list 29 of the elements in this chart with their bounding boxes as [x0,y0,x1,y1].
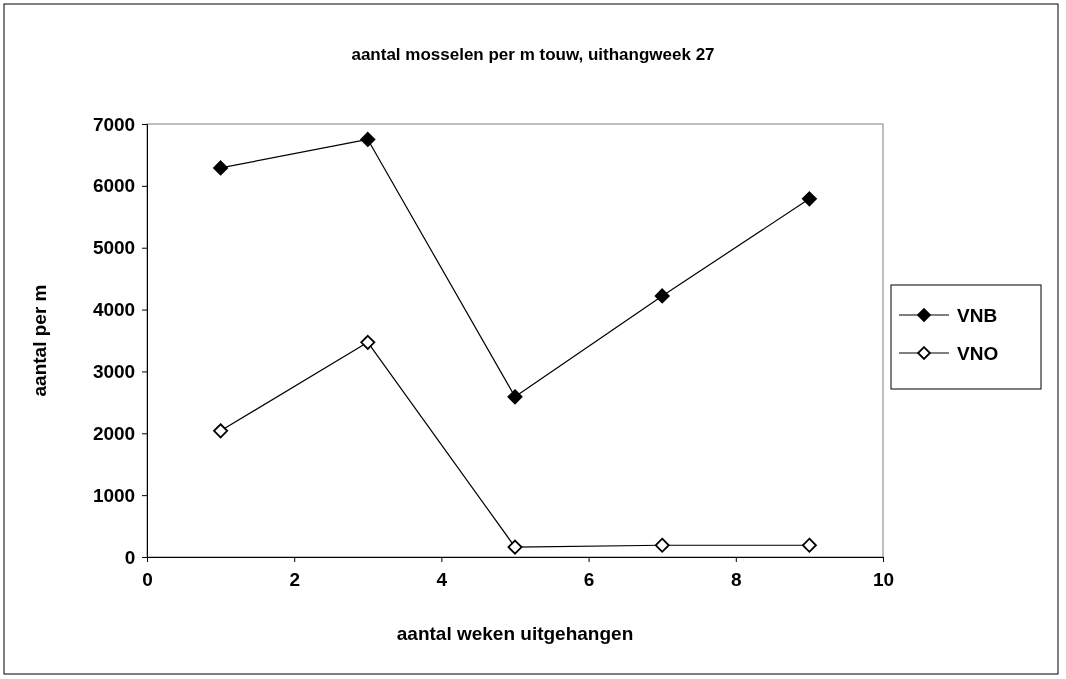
x-tick-label: 0 [142,568,153,590]
point [507,539,523,555]
y-axis-title: aantal per m [29,284,50,397]
point [360,334,376,350]
y-tick-label: 7000 [92,113,136,135]
legend-label: VNB [957,305,998,326]
y-tick-label: 4000 [92,299,136,321]
point [507,389,523,405]
point [654,288,670,304]
y-tick-label: 2000 [92,422,136,444]
y-tick-label: 0 [124,546,136,568]
y-tick-label: 3000 [92,361,136,383]
chart-title: aantal mosselen per m touw, uithangweek 27 [351,45,715,64]
point [360,132,376,147]
x-tick-label: 2 [289,568,300,590]
y-tick-label: 5000 [92,237,136,259]
point [801,191,817,207]
x-tick-label: 4 [436,568,448,590]
point [654,537,670,553]
legend-label: VNO [957,343,999,364]
y-tick-label: 1000 [92,484,136,506]
x-tick-label: 6 [583,568,595,590]
x-tick-label: 8 [731,568,742,590]
point [801,537,817,553]
x-tick-label: 10 [872,568,895,590]
point [213,423,229,439]
y-tick-label: 6000 [92,175,136,197]
x-axis-title: aantal weken uitgehangen [396,623,634,644]
point [213,160,229,176]
